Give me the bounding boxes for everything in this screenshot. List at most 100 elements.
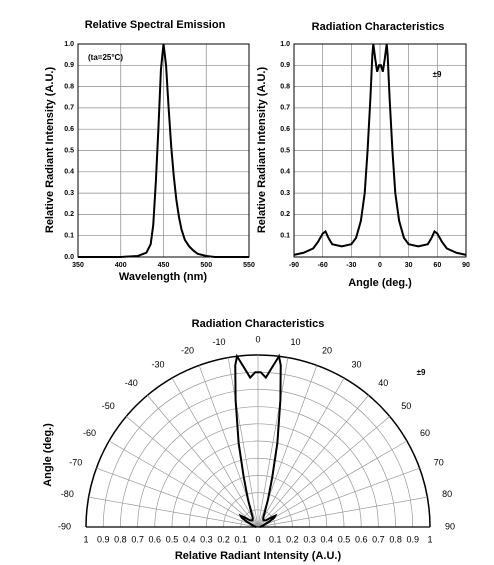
y-tick-label: 0.3 bbox=[280, 190, 290, 197]
angle-label: -50 bbox=[102, 401, 115, 411]
y-tick-label: 0.5 bbox=[280, 147, 290, 154]
y-tick-label: 0.1 bbox=[64, 233, 74, 240]
angle-label: -30 bbox=[151, 359, 164, 369]
x-tick-label: 550 bbox=[243, 262, 255, 269]
y-tick-label: 0.9 bbox=[64, 62, 74, 69]
angle-label: 20 bbox=[322, 346, 332, 356]
x-tick-label: 400 bbox=[115, 262, 127, 269]
r-tick-label: 0.5 bbox=[166, 534, 179, 544]
r-tick-label: 0.2 bbox=[286, 534, 299, 544]
chart-title: Relative Spectral Emission bbox=[85, 19, 226, 31]
angle-label: 0 bbox=[255, 334, 260, 344]
grid-spoke bbox=[257, 496, 428, 528]
y-tick-label: 0.2 bbox=[64, 211, 74, 218]
r-tick-label: 0.8 bbox=[389, 534, 402, 544]
x-axis-label: Angle (deg.) bbox=[348, 277, 412, 289]
angle-label: -20 bbox=[181, 346, 194, 356]
angle-label: 60 bbox=[420, 428, 430, 438]
grid-spoke bbox=[257, 440, 408, 528]
y-axis-label: Angle (deg.) bbox=[42, 423, 54, 487]
annotation: ±9 bbox=[433, 70, 442, 79]
angle-label: 50 bbox=[401, 401, 411, 411]
y-tick-label: 0.5 bbox=[64, 147, 74, 154]
grid-spoke bbox=[171, 377, 259, 528]
y-tick-label: 0.2 bbox=[280, 211, 290, 218]
angle-label: 90 bbox=[445, 521, 455, 531]
y-tick-label: 0.7 bbox=[64, 105, 74, 112]
angle-label: -10 bbox=[213, 337, 226, 347]
x-axis-label: Relative Radiant Intensity (A.U.) bbox=[175, 550, 342, 562]
r-tick-label: 0.3 bbox=[303, 534, 316, 544]
r-tick-label: 0.6 bbox=[149, 534, 162, 544]
angle-label: 10 bbox=[290, 337, 300, 347]
grid-spoke bbox=[257, 357, 289, 528]
x-tick-label: -30 bbox=[346, 262, 356, 269]
r-tick-label: 1 bbox=[427, 534, 432, 544]
x-tick-label: 90 bbox=[462, 262, 470, 269]
y-tick-label: 0.4 bbox=[64, 169, 74, 176]
grid-spoke bbox=[227, 357, 259, 528]
angle-label: -60 bbox=[83, 428, 96, 438]
r-tick-label: 0 bbox=[255, 534, 260, 544]
grid-spoke bbox=[126, 416, 259, 528]
r-tick-label: 0.7 bbox=[131, 534, 144, 544]
grid-spoke bbox=[147, 395, 259, 528]
y-tick-label: 0.8 bbox=[64, 83, 74, 90]
grid-spoke bbox=[108, 440, 259, 528]
y-tick-label: 0.6 bbox=[280, 126, 290, 133]
annotation: (ta=25°C) bbox=[88, 53, 123, 62]
y-tick-label: 0.3 bbox=[64, 190, 74, 197]
curve bbox=[234, 353, 282, 528]
grid-spoke bbox=[257, 395, 369, 528]
angle-label: 30 bbox=[352, 359, 362, 369]
r-tick-label: 0.3 bbox=[200, 534, 213, 544]
x-tick-label: 350 bbox=[72, 262, 84, 269]
r-tick-label: 0.8 bbox=[114, 534, 127, 544]
y-axis-label: Relative Radiant Intensity (A.U.) bbox=[44, 67, 56, 234]
r-tick-label: 0.9 bbox=[407, 534, 420, 544]
annotation: ±9 bbox=[417, 368, 426, 377]
y-tick-label: 0.7 bbox=[280, 105, 290, 112]
angle-label: 40 bbox=[378, 378, 388, 388]
grid-spoke bbox=[96, 467, 259, 528]
r-tick-label: 0.4 bbox=[321, 534, 334, 544]
x-tick-label: 450 bbox=[158, 262, 170, 269]
angle-label: -40 bbox=[125, 378, 138, 388]
r-tick-label: 0.2 bbox=[217, 534, 230, 544]
grid-spoke bbox=[257, 416, 390, 528]
x-tick-label: 60 bbox=[433, 262, 441, 269]
x-tick-label: -60 bbox=[318, 262, 328, 269]
grid-spoke bbox=[257, 467, 420, 528]
r-tick-label: 1 bbox=[83, 534, 88, 544]
y-tick-label: 0.0 bbox=[64, 254, 74, 261]
y-tick-label: 0.8 bbox=[280, 83, 290, 90]
angle-label: -90 bbox=[58, 521, 71, 531]
r-tick-label: 0.1 bbox=[269, 534, 282, 544]
plot-frame bbox=[293, 43, 467, 258]
y-tick-label: 0.9 bbox=[280, 62, 290, 69]
r-tick-label: 0.9 bbox=[97, 534, 110, 544]
angle-label: -70 bbox=[69, 457, 82, 467]
r-tick-label: 0.4 bbox=[183, 534, 196, 544]
r-tick-label: 0.7 bbox=[372, 534, 385, 544]
r-tick-label: 0.1 bbox=[235, 534, 248, 544]
y-tick-label: 0.4 bbox=[280, 169, 290, 176]
x-tick-label: -90 bbox=[289, 262, 299, 269]
y-tick-label: 0.6 bbox=[64, 126, 74, 133]
chart-title: Radiation Characteristics bbox=[192, 318, 325, 330]
y-tick-label: 1.0 bbox=[64, 41, 74, 48]
chart-title: Radiation Characteristics bbox=[312, 21, 445, 33]
y-tick-label: 1.0 bbox=[280, 41, 290, 48]
x-axis-label: Wavelength (nm) bbox=[119, 271, 208, 283]
curve bbox=[293, 43, 467, 256]
r-tick-label: 0.5 bbox=[338, 534, 351, 544]
y-axis-label: Relative Radiant Intensity (A.U.) bbox=[256, 67, 268, 234]
grid-spoke bbox=[88, 496, 259, 528]
x-tick-label: 0 bbox=[378, 262, 382, 269]
r-tick-label: 0.6 bbox=[355, 534, 368, 544]
x-tick-label: 30 bbox=[405, 262, 413, 269]
grid-spoke bbox=[257, 377, 345, 528]
x-tick-label: 500 bbox=[200, 262, 212, 269]
angle-label: -80 bbox=[61, 489, 74, 499]
